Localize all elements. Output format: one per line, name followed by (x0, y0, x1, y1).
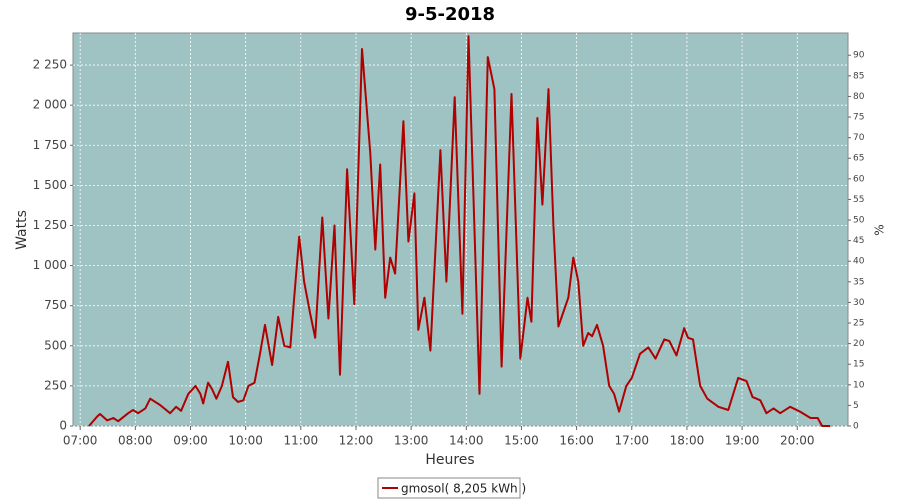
y2-tick-label: 10 (853, 380, 865, 390)
y-tick-label: 2 000 (33, 98, 67, 112)
x-tick-label: 20:00 (780, 434, 815, 448)
y-tick-label: 500 (44, 338, 67, 352)
y2-tick-label: 45 (853, 236, 864, 246)
y-tick-label: 1 750 (33, 138, 67, 152)
y2-tick-label: 15 (853, 360, 864, 370)
y2-tick-label: 35 (853, 277, 864, 287)
y-tick-label: 2 250 (33, 58, 67, 72)
y2-tick-label: 5 (853, 401, 859, 411)
legend-label: gmosol( 8,205 kWh ) (401, 482, 526, 496)
x-tick-label: 13:00 (394, 434, 429, 448)
x-tick-label: 17:00 (614, 434, 649, 448)
y2-tick-label: 85 (853, 71, 864, 81)
x-tick-label: 09:00 (173, 434, 208, 448)
y2-tick-label: 80 (853, 92, 865, 102)
y-tick-label: 0 (59, 419, 67, 433)
y2-tick-label: 75 (853, 113, 864, 123)
chart-title: 9-5-2018 (405, 4, 495, 25)
x-tick-label: 19:00 (725, 434, 760, 448)
plot-area (72, 32, 849, 427)
y-tick-label: 1 250 (33, 218, 67, 232)
y2-tick-label: 60 (853, 174, 865, 184)
x-tick-label: 15:00 (504, 434, 539, 448)
x-tick-label: 10:00 (228, 434, 263, 448)
y-tick-label: 1 500 (33, 178, 67, 192)
y2-tick-label: 90 (853, 51, 865, 61)
y-axis-label: Watts (14, 210, 30, 250)
y2-tick-label: 70 (853, 133, 865, 143)
y-tick-label: 250 (44, 378, 67, 392)
y2-tick-label: 20 (853, 339, 865, 349)
x-tick-label: 08:00 (118, 434, 153, 448)
y2-tick-label: 30 (853, 298, 865, 308)
x-tick-label: 14:00 (449, 434, 484, 448)
x-tick-label: 18:00 (670, 434, 705, 448)
x-tick-label: 12:00 (339, 434, 374, 448)
y2-tick-label: 55 (853, 195, 864, 205)
line-series (88, 35, 831, 427)
y2-tick-label: 40 (853, 257, 865, 267)
y2-tick-label: 65 (853, 154, 864, 164)
y2-tick-label: 25 (853, 319, 864, 329)
x-tick-label: 07:00 (63, 434, 98, 448)
y-tick-label: 1 000 (33, 258, 67, 272)
y-tick-label: 750 (44, 298, 67, 312)
x-tick-label: 11:00 (284, 434, 319, 448)
legend-box (377, 477, 521, 499)
x-axis-label: Heures (425, 452, 474, 468)
y2-tick-label: 50 (853, 216, 865, 226)
x-tick-label: 16:00 (559, 434, 594, 448)
y2-axis-label: % (873, 224, 887, 235)
y2-tick-label: 0 (853, 422, 859, 432)
